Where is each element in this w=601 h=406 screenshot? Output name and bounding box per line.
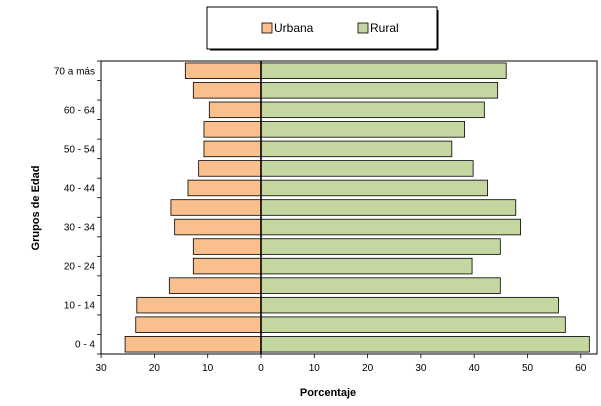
x-axis: 30 20 10 0 10 20 30 40 50 60: [96, 354, 587, 374]
legend: Urbana Rural: [206, 6, 439, 51]
bar-rural-4: [260, 257, 473, 275]
bar-rural-11: [260, 121, 466, 138]
legend-swatch-urbana: [261, 22, 273, 34]
bar-rural-13: [260, 82, 499, 99]
x-tick-label: 60: [575, 363, 587, 374]
legend-frame: [206, 6, 438, 50]
y-tick-label: 40 - 44: [64, 183, 96, 194]
bar-urbana-9: [198, 160, 262, 177]
x-tick-label: 30: [96, 363, 108, 374]
y-tick-label: 60 - 64: [64, 105, 96, 116]
y-axis: 0 - 4 10 - 14 20 - 24 30 - 34 40 - 44 50 - 54…: [54, 60, 101, 355]
bar-rural-14: [260, 62, 507, 79]
bars: [124, 61, 590, 354]
x-tick-label: 20: [149, 363, 161, 374]
y-tick-label: 50 - 54: [64, 144, 96, 155]
legend-swatch-rural: [357, 22, 369, 34]
bar-urbana-13: [192, 82, 262, 99]
bar-urbana-3: [168, 277, 262, 294]
x-tick-label: 10: [309, 363, 321, 374]
bar-urbana-4: [192, 257, 262, 275]
x-tick-label: 30: [415, 363, 427, 374]
y-tick-label: 70 a más: [54, 66, 95, 77]
legend-label-rural: Rural: [370, 21, 399, 35]
x-tick-label: 40: [469, 363, 481, 374]
bar-rural-12: [260, 101, 485, 119]
bar-rural-0: [260, 336, 590, 353]
legend-label-urbana: Urbana: [274, 21, 314, 35]
bar-rural-8: [260, 179, 488, 197]
bar-rural-7: [260, 199, 517, 216]
bar-urbana-11: [203, 121, 262, 138]
bar-rural-9: [260, 160, 474, 177]
bar-urbana-6: [174, 218, 262, 236]
x-tick-label: 50: [522, 363, 534, 374]
x-tick-label: 0: [258, 363, 264, 374]
bar-urbana-1: [135, 316, 262, 333]
bar-rural-1: [260, 316, 566, 333]
bar-urbana-8: [187, 179, 262, 197]
y-tick-label: 0 - 4: [75, 340, 95, 351]
y-tick-label: 30 - 34: [64, 223, 96, 234]
x-axis-title: Porcentaje: [300, 387, 356, 399]
y-tick-label: 20 - 24: [64, 262, 96, 273]
y-tick-label: 10 - 14: [64, 301, 96, 312]
bar-urbana-2: [136, 296, 262, 314]
bar-urbana-0: [124, 336, 262, 353]
x-tick-label: 20: [362, 363, 374, 374]
bar-urbana-14: [184, 62, 262, 79]
bar-rural-6: [260, 218, 521, 236]
bar-urbana-5: [192, 238, 262, 255]
bar-urbana-10: [203, 140, 262, 158]
x-tick-label: 10: [202, 363, 214, 374]
bar-rural-10: [260, 140, 453, 158]
bar-urbana-7: [170, 199, 262, 216]
bar-rural-5: [260, 238, 501, 255]
bar-urbana-12: [208, 101, 262, 119]
bar-rural-2: [260, 296, 559, 314]
bar-rural-3: [260, 277, 501, 294]
y-axis-title: Grupos de Edad: [30, 166, 42, 251]
